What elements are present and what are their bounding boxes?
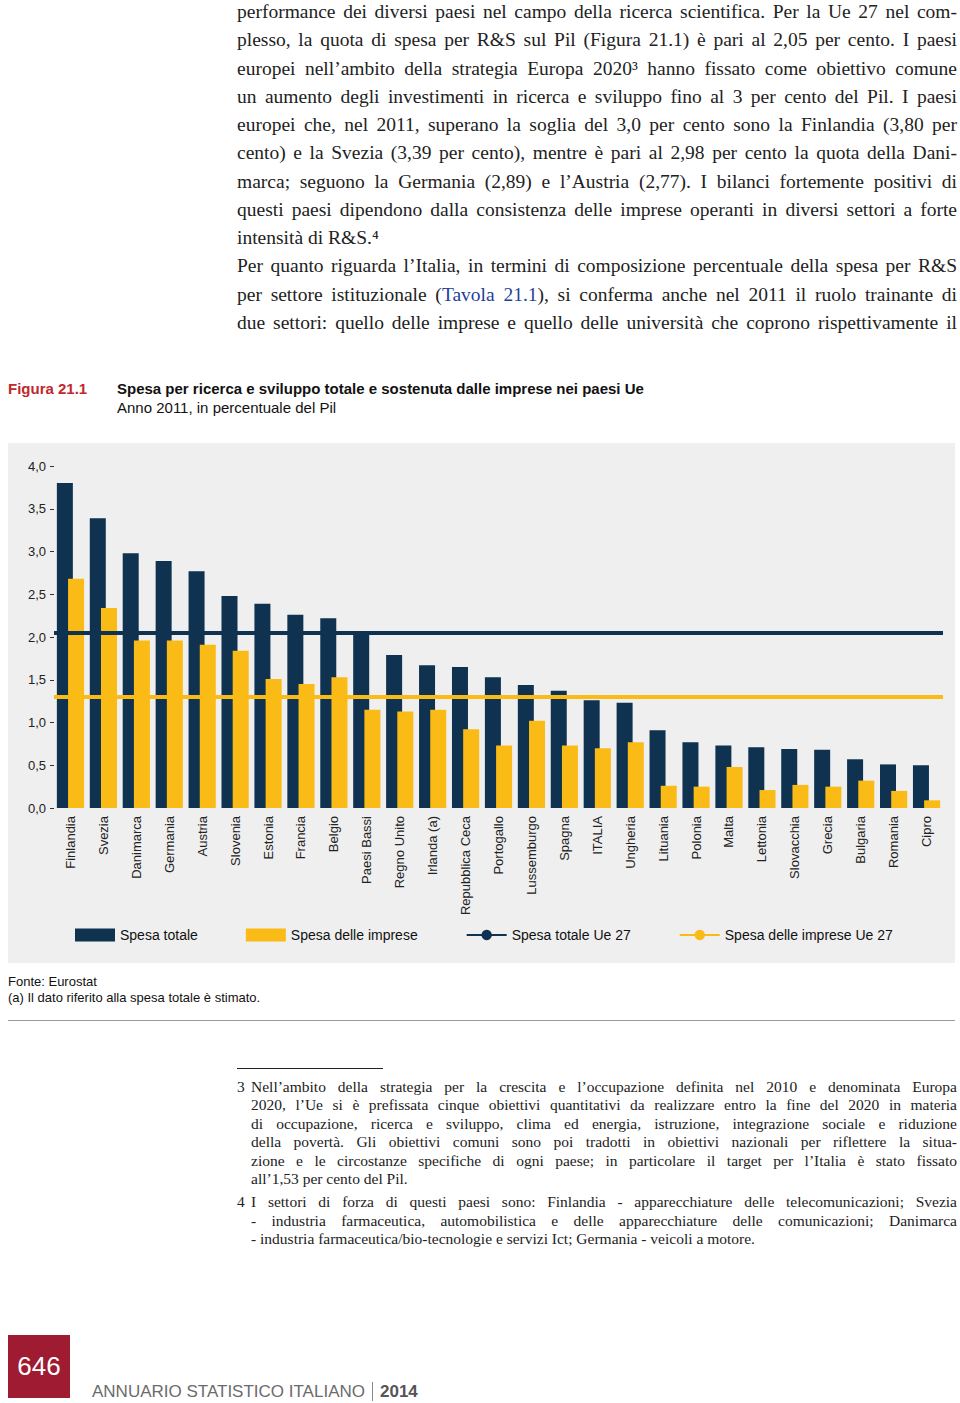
svg-text:0,0: 0,0 — [28, 801, 46, 816]
html-text:646: 646 — [17, 1351, 61, 1381]
svg-text:Grecia: Grecia — [820, 815, 835, 854]
html-text:Per quanto riguarda l’Italia,: Per quanto riguarda l’Italia, in termini… — [237, 255, 957, 277]
svg-text:Finlandia: Finlandia — [63, 815, 78, 869]
svg-text:Belgio: Belgio — [326, 816, 341, 852]
html-text:2020, l’Ue si è prefissata cin: 2020, l’Ue si è prefissata cinque obiett… — [251, 1096, 957, 1114]
html-text:(a) Il dato riferito alla spes: (a) Il dato riferito alla spesa totale è… — [8, 990, 261, 1005]
svg-text:2,0: 2,0 — [28, 630, 46, 645]
svg-text:Slovacchia: Slovacchia — [787, 815, 802, 879]
svg-text:Svezia: Svezia — [96, 815, 111, 855]
html-text:europei nell’ambito della stra: europei nell’ambito della strategia Euro… — [237, 57, 957, 79]
svg-text:1,5: 1,5 — [28, 672, 46, 687]
svg-text:3,0: 3,0 — [28, 544, 46, 559]
svg-text:Estonia: Estonia — [261, 815, 276, 859]
html-text:per settore istituzionale (Tav: per settore istituzionale (Tavola 21.1),… — [237, 283, 957, 305]
svg-text:Malta: Malta — [721, 815, 736, 848]
html-text:intensità di R&S.⁴: intensità di R&S.⁴ — [237, 227, 379, 248]
html-text:della povertà. Gli obiettivi c: della povertà. Gli obiettivi comuni sono… — [251, 1133, 957, 1151]
html-text:europei che, nel 2011, superan: europei che, nel 2011, superano la sogli… — [237, 114, 957, 135]
svg-text:Bulgaria: Bulgaria — [853, 815, 868, 863]
svg-text:Danimarca: Danimarca — [129, 815, 144, 879]
html-text:- industria farmaceutica, auto: - industria farmaceutica, automobilistic… — [251, 1211, 957, 1229]
svg-text:Irlanda (a): Irlanda (a) — [425, 816, 440, 875]
svg-text:2,5: 2,5 — [28, 587, 46, 602]
svg-text:Spesa totale Ue 27: Spesa totale Ue 27 — [512, 927, 631, 943]
html-text:plesso, la quota di spesa per: plesso, la quota di spesa per R&S sul Pi… — [237, 29, 957, 51]
html-text:un aumento degli investimenti: un aumento degli investimenti in ricerca… — [237, 85, 957, 107]
html-text:Spesa per ricerca e sviluppo t: Spesa per ricerca e sviluppo totale e so… — [117, 380, 644, 397]
svg-text:Spesa delle imprese Ue 27: Spesa delle imprese Ue 27 — [725, 927, 893, 943]
svg-text:Germania: Germania — [162, 815, 177, 873]
html-text:Figura 21.1: Figura 21.1 — [8, 380, 88, 397]
html-text:- industria farmaceutica/bio-t: - industria farmaceutica/bio-tecnologie … — [251, 1230, 755, 1248]
svg-text:Spagna: Spagna — [557, 815, 572, 861]
svg-text:Portogallo: Portogallo — [491, 816, 506, 875]
svg-text:0,5: 0,5 — [28, 758, 46, 773]
svg-text:Slovenia: Slovenia — [228, 815, 243, 866]
html-text:cento) e la Svezia (3,39 per c: cento) e la Svezia (3,39 per cento), men… — [237, 142, 957, 164]
html-text:Anno 2011, in percentuale del: Anno 2011, in percentuale del Pil — [117, 399, 336, 416]
html-text:questi paesi dipendono dalla c: questi paesi dipendono dalla consistenza… — [237, 198, 957, 220]
html-text:3: 3 — [237, 1078, 245, 1095]
svg-text:Lettonia: Lettonia — [754, 815, 769, 862]
html-text:Nell’ambito della strategia pe: Nell’ambito della strategia per la cresc… — [251, 1078, 957, 1095]
svg-text:Romania: Romania — [886, 815, 901, 868]
html-text:2014: 2014 — [380, 1382, 418, 1401]
svg-text:Regno Unito: Regno Unito — [392, 816, 407, 888]
svg-text:Paesi Bassi: Paesi Bassi — [359, 816, 374, 884]
svg-text:4,0: 4,0 — [28, 459, 46, 474]
svg-text:Francia: Francia — [293, 815, 308, 859]
svg-text:Ungheria: Ungheria — [623, 815, 638, 869]
html-text:zione e le circostanze specifi: zione e le circostanze specifiche di ogn… — [251, 1151, 957, 1169]
svg-text:Polonia: Polonia — [689, 815, 704, 859]
html-text:due settori: quello delle impr: due settori: quello delle imprese e quel… — [237, 311, 957, 333]
html-text:marca; seguono la Germania (2,: marca; seguono la Germania (2,89) e l’Au… — [237, 170, 957, 192]
svg-text:1,0: 1,0 — [28, 715, 46, 730]
svg-text:Lussemburgo: Lussemburgo — [524, 816, 539, 895]
html-text:performance dei diversi paesi: performance dei diversi paesi nel campo … — [237, 1, 957, 22]
html-text:4 I settori di forza di questi: 4 I settori di forza di questi paesi son… — [237, 1193, 957, 1211]
html-text:Fonte: Eurostat: Fonte: Eurostat — [8, 974, 97, 989]
svg-text:ITALIA: ITALIA — [590, 816, 605, 855]
svg-text:Cipro: Cipro — [919, 816, 934, 847]
html-text:ANNUARIO STATISTICO ITALIANO: ANNUARIO STATISTICO ITALIANO — [92, 1382, 365, 1401]
svg-text:Spesa totale: Spesa totale — [120, 927, 198, 943]
html-text:di occupazione, ricerca e svil: di occupazione, ricerca e sviluppo, clim… — [251, 1114, 957, 1132]
svg-text:Repubblica Ceca: Repubblica Ceca — [458, 815, 473, 915]
svg-text:Austria: Austria — [195, 815, 210, 856]
svg-text:Spesa delle imprese: Spesa delle imprese — [291, 927, 418, 943]
svg-text:3,5: 3,5 — [28, 501, 46, 516]
svg-text:Lituania: Lituania — [656, 815, 671, 861]
html-text:all’1,53 per cento del Pil.: all’1,53 per cento del Pil. — [251, 1170, 408, 1187]
